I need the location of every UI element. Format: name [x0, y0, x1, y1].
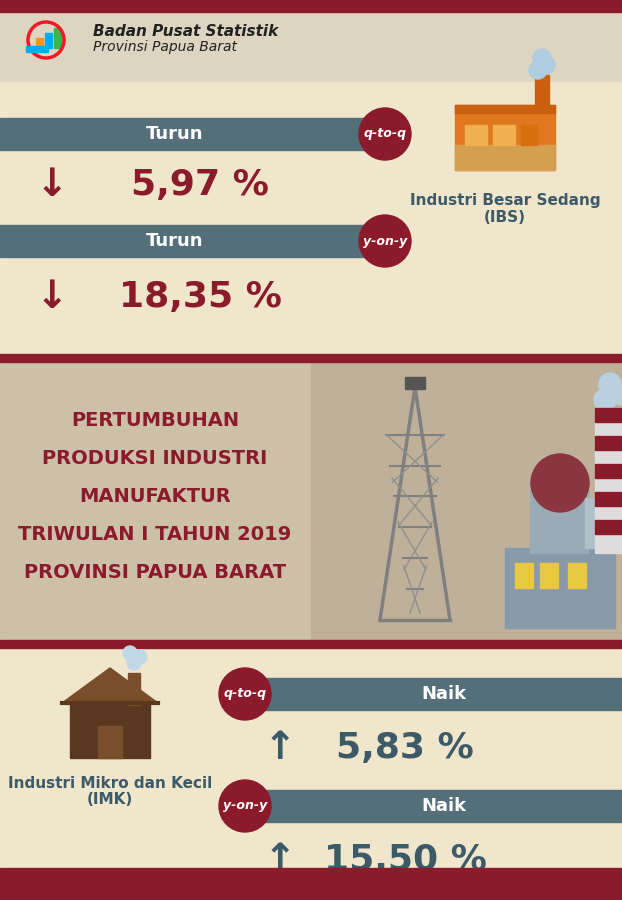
Circle shape [219, 668, 271, 720]
Text: 5,97 %: 5,97 % [131, 168, 269, 202]
Bar [595, 520, 622, 534]
Polygon shape [62, 668, 158, 703]
Bar [405, 377, 425, 389]
Text: (IBS): (IBS) [484, 211, 526, 226]
Bar [240, 790, 622, 822]
Bar [530, 483, 588, 553]
Text: q-to-q: q-to-q [223, 688, 267, 700]
Text: Naik: Naik [422, 797, 466, 815]
Text: Industri Besar Sedang: Industri Besar Sedang [410, 193, 600, 208]
Circle shape [537, 56, 555, 74]
Text: Badan Pusat Statistik: Badan Pusat Statistik [93, 24, 278, 40]
Text: PRODUKSI INDUSTRI: PRODUKSI INDUSTRI [42, 448, 267, 467]
Text: Provinsi Papua Barat: Provinsi Papua Barat [93, 40, 237, 54]
Text: 15,50 %: 15,50 % [323, 843, 486, 877]
Bar [36, 38, 43, 48]
Circle shape [604, 381, 622, 403]
Bar [521, 125, 537, 145]
Text: TRIWULAN I TAHUN 2019: TRIWULAN I TAHUN 2019 [19, 525, 292, 544]
Bar [0, 648, 622, 868]
Circle shape [611, 383, 622, 405]
Text: q-to-q: q-to-q [363, 128, 407, 140]
Circle shape [219, 780, 271, 832]
Bar [0, 225, 390, 257]
Circle shape [531, 454, 589, 512]
Bar [45, 33, 52, 48]
Text: ↓: ↓ [35, 278, 68, 316]
Bar [595, 464, 622, 478]
Bar [595, 492, 622, 506]
Bar [515, 563, 533, 588]
Bar [0, 0, 622, 12]
Circle shape [127, 656, 141, 670]
Bar [0, 12, 622, 82]
Circle shape [359, 215, 411, 267]
Text: ↑: ↑ [264, 841, 296, 879]
Bar [54, 28, 61, 48]
Text: Turun: Turun [146, 232, 204, 250]
Circle shape [533, 49, 551, 67]
Text: ↑: ↑ [264, 729, 296, 767]
Bar [595, 436, 622, 450]
Text: y-on-y: y-on-y [363, 235, 407, 248]
Text: y-on-y: y-on-y [223, 799, 267, 813]
Circle shape [594, 389, 616, 411]
Text: PERTUMBUHAN: PERTUMBUHAN [71, 410, 239, 429]
Bar [455, 145, 555, 170]
Bar [128, 673, 140, 705]
Bar [455, 105, 555, 170]
Text: Naik: Naik [422, 685, 466, 703]
Text: Turun: Turun [146, 125, 204, 143]
Bar [505, 548, 615, 628]
Bar [595, 408, 622, 553]
Bar [26, 46, 48, 52]
Text: PROVINSI PAPUA BARAT: PROVINSI PAPUA BARAT [24, 562, 286, 581]
Bar [455, 105, 555, 113]
Text: (IMK): (IMK) [87, 793, 133, 807]
Bar [535, 75, 549, 110]
Text: 5,83 %: 5,83 % [336, 731, 474, 765]
Bar [493, 125, 515, 145]
Bar [0, 118, 390, 150]
Bar [0, 354, 622, 362]
Circle shape [529, 61, 547, 79]
Bar [595, 408, 622, 422]
Text: MANUFAKTUR: MANUFAKTUR [79, 487, 231, 506]
Bar [540, 563, 558, 588]
Circle shape [123, 646, 137, 660]
Text: Industri Mikro dan Kecil: Industri Mikro dan Kecil [8, 776, 212, 790]
Circle shape [359, 108, 411, 160]
Bar [0, 868, 622, 900]
Text: ↓: ↓ [35, 166, 68, 204]
Text: 18,35 %: 18,35 % [119, 280, 281, 314]
Bar [240, 678, 622, 710]
Bar [465, 125, 487, 145]
Bar [0, 362, 311, 640]
Bar [0, 640, 622, 648]
Bar [585, 498, 597, 548]
Circle shape [133, 650, 147, 664]
Bar [70, 703, 150, 758]
Circle shape [599, 373, 621, 395]
Bar [0, 82, 622, 355]
Bar [98, 726, 122, 758]
Bar [568, 563, 586, 588]
Bar [311, 362, 622, 640]
